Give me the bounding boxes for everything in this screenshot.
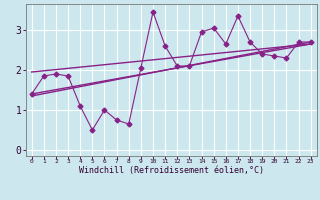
X-axis label: Windchill (Refroidissement éolien,°C): Windchill (Refroidissement éolien,°C) <box>79 166 264 175</box>
